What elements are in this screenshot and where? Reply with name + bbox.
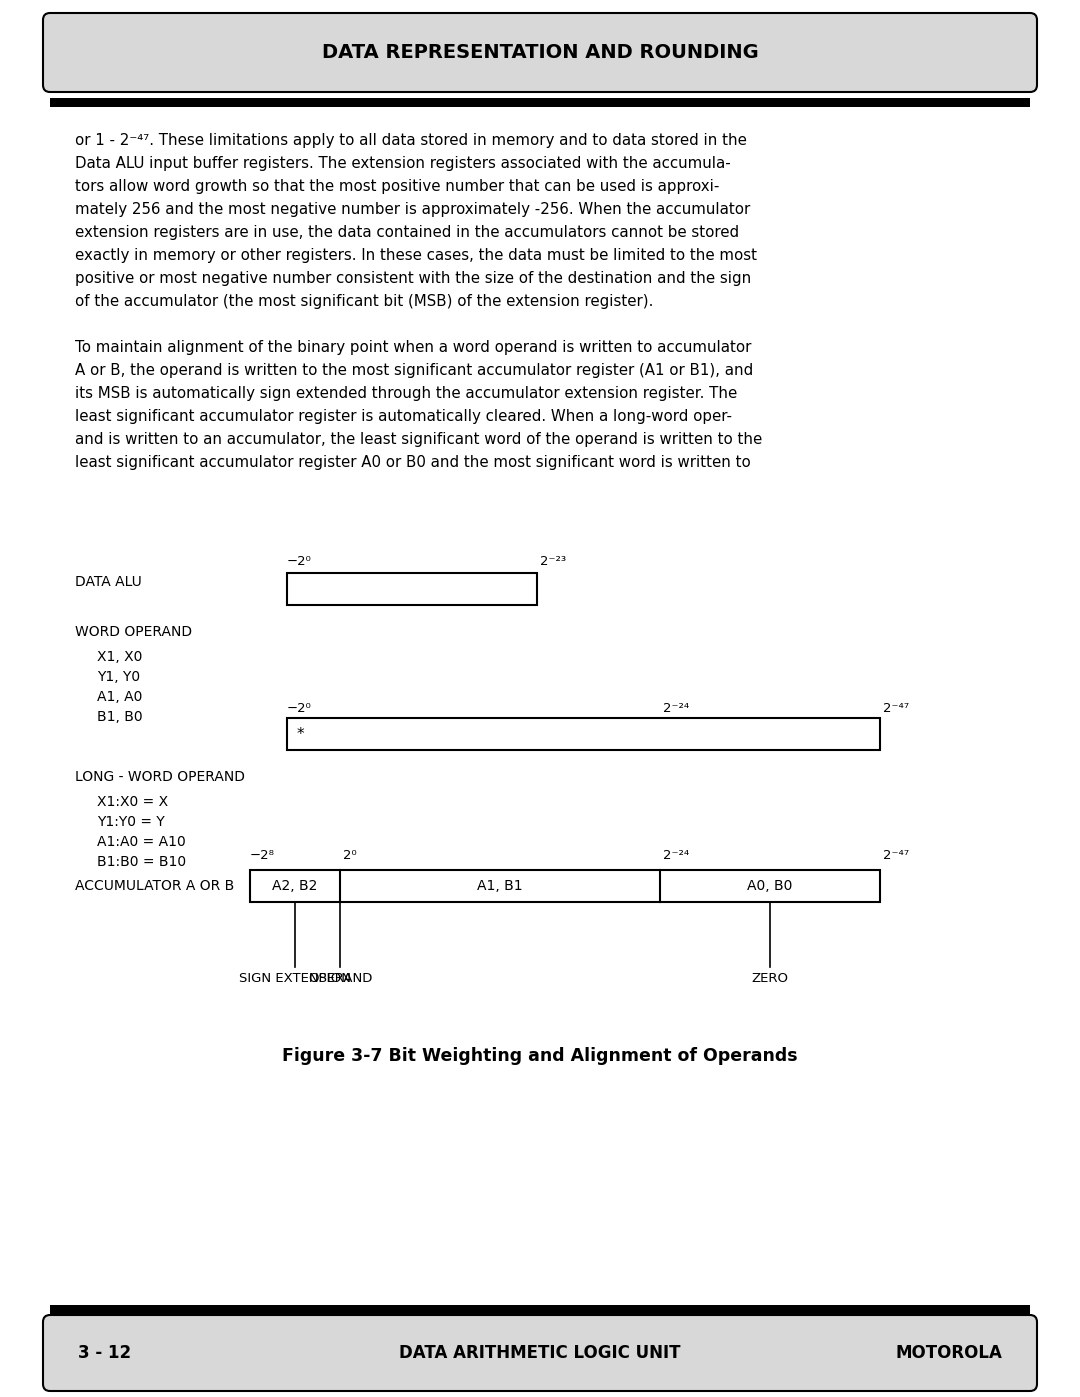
Text: LONG - WORD OPERAND: LONG - WORD OPERAND [75, 770, 245, 784]
Text: 2⁻²⁴: 2⁻²⁴ [663, 849, 689, 862]
Text: A1:A0 = A10: A1:A0 = A10 [97, 835, 186, 849]
Text: −2⁰: −2⁰ [287, 703, 312, 715]
Text: DATA REPRESENTATION AND ROUNDING: DATA REPRESENTATION AND ROUNDING [322, 43, 758, 61]
Text: X1:X0 = X: X1:X0 = X [97, 795, 168, 809]
Text: To maintain alignment of the binary point when a word operand is written to accu: To maintain alignment of the binary poin… [75, 339, 752, 355]
Text: extension registers are in use, the data contained in the accumulators cannot be: extension registers are in use, the data… [75, 225, 739, 240]
Bar [287, 573, 537, 605]
Bar [249, 870, 880, 902]
Text: ACCUMULATOR A OR B: ACCUMULATOR A OR B [75, 879, 234, 893]
Text: Data ALU input buffer registers. The extension registers associated with the acc: Data ALU input buffer registers. The ext… [75, 156, 731, 170]
Text: least significant accumulator register A0 or B0 and the most significant word is: least significant accumulator register A… [75, 455, 751, 469]
Text: DATA ALU: DATA ALU [75, 576, 141, 590]
Text: ZERO: ZERO [752, 972, 788, 985]
Text: A1, B1: A1, B1 [477, 879, 523, 893]
Text: exactly in memory or other registers. In these cases, the data must be limited t: exactly in memory or other registers. In… [75, 249, 757, 263]
Text: mately 256 and the most negative number is approximately -256. When the accumula: mately 256 and the most negative number … [75, 203, 751, 217]
Text: 2⁻²⁴: 2⁻²⁴ [663, 703, 689, 715]
Text: DATA ARITHMETIC LOGIC UNIT: DATA ARITHMETIC LOGIC UNIT [400, 1344, 680, 1362]
Text: Figure 3-7 Bit Weighting and Alignment of Operands: Figure 3-7 Bit Weighting and Alignment o… [282, 1046, 798, 1065]
Text: 2⁻²³: 2⁻²³ [540, 555, 566, 569]
Text: MOTOROLA: MOTOROLA [895, 1344, 1002, 1362]
Text: A2, B2: A2, B2 [272, 879, 318, 893]
Text: and is written to an accumulator, the least significant word of the operand is w: and is written to an accumulator, the le… [75, 432, 762, 447]
Text: 2⁻⁴⁷: 2⁻⁴⁷ [883, 703, 909, 715]
Text: Y1:Y0 = Y: Y1:Y0 = Y [97, 814, 165, 828]
Text: SIGN EXTENSION: SIGN EXTENSION [239, 972, 351, 985]
Text: of the accumulator (the most significant bit (MSB) of the extension register).: of the accumulator (the most significant… [75, 293, 653, 309]
Text: 2⁰: 2⁰ [343, 849, 356, 862]
Text: −2⁸: −2⁸ [249, 849, 275, 862]
Text: *: * [297, 726, 305, 742]
FancyBboxPatch shape [43, 1315, 1037, 1391]
Text: X1, X0: X1, X0 [97, 650, 143, 664]
Bar [287, 718, 880, 750]
Text: B1, B0: B1, B0 [97, 710, 143, 724]
Text: A or B, the operand is written to the most significant accumulator register (A1 : A or B, the operand is written to the mo… [75, 363, 753, 379]
Text: or 1 - 2⁻⁴⁷. These limitations apply to all data stored in memory and to data st: or 1 - 2⁻⁴⁷. These limitations apply to … [75, 133, 747, 148]
Text: positive or most negative number consistent with the size of the destination and: positive or most negative number consist… [75, 271, 752, 286]
Text: A1, A0: A1, A0 [97, 690, 143, 704]
Text: OPERAND: OPERAND [308, 972, 373, 985]
FancyBboxPatch shape [43, 13, 1037, 92]
Text: A0, B0: A0, B0 [747, 879, 793, 893]
Bar [50, 1305, 1030, 1315]
Text: tors allow word growth so that the most positive number that can be used is appr: tors allow word growth so that the most … [75, 179, 719, 194]
Text: 2⁻⁴⁷: 2⁻⁴⁷ [883, 849, 909, 862]
Text: 3 - 12: 3 - 12 [78, 1344, 131, 1362]
Text: its MSB is automatically sign extended through the accumulator extension registe: its MSB is automatically sign extended t… [75, 386, 738, 401]
Bar [50, 98, 1030, 108]
Text: B1:B0 = B10: B1:B0 = B10 [97, 855, 186, 869]
Text: least significant accumulator register is automatically cleared. When a long-wor: least significant accumulator register i… [75, 409, 732, 425]
Text: −2⁰: −2⁰ [287, 555, 312, 569]
Text: Y1, Y0: Y1, Y0 [97, 671, 140, 685]
Text: WORD OPERAND: WORD OPERAND [75, 624, 192, 638]
